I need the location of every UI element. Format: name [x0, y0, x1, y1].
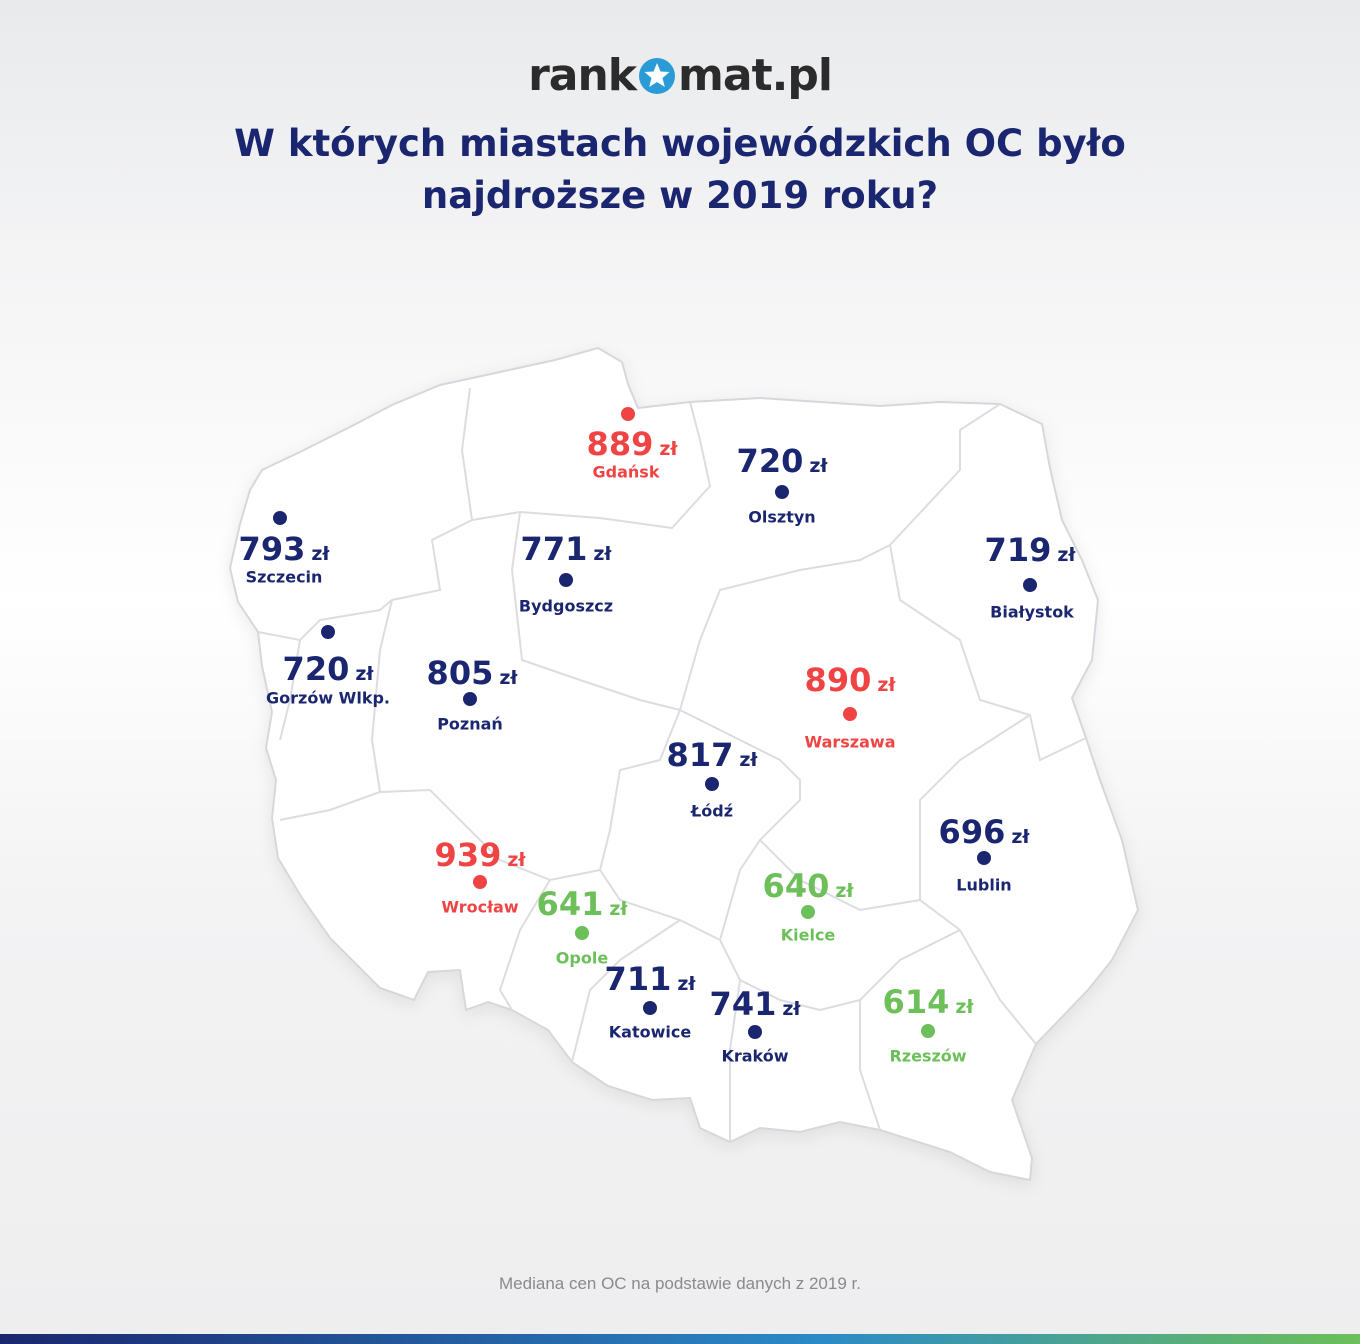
page-title: W których miastach wojewódzkich OC było …	[234, 122, 1126, 217]
price-value: 889	[586, 425, 654, 463]
price-unit: zł	[499, 667, 518, 689]
price-unit: zł	[877, 674, 896, 696]
price-value: 805	[426, 654, 494, 692]
price-unit: zł	[1057, 544, 1076, 566]
city-dot	[977, 851, 991, 865]
price-value: 719	[984, 531, 1052, 569]
city-dot	[705, 777, 719, 791]
price-unit: zł	[739, 749, 758, 771]
city-name: Łódź	[690, 801, 734, 821]
price-unit: zł	[782, 998, 801, 1020]
city-name: Rzeszów	[889, 1046, 967, 1066]
city-name: Gdańsk	[592, 462, 660, 482]
city-dot	[801, 905, 815, 919]
city-name: Białystok	[990, 602, 1074, 622]
city-name: Warszawa	[804, 732, 896, 752]
city-dot	[473, 875, 487, 889]
province-borders	[257, 387, 1087, 1142]
price-unit: zł	[609, 898, 628, 920]
city-name: Olsztyn	[748, 507, 816, 527]
bottom-accent-bar	[0, 1334, 1360, 1344]
city-price: 817 zł	[667, 736, 758, 774]
city-price: 720 zł	[737, 442, 828, 480]
city-dot	[463, 692, 477, 706]
price-value: 890	[804, 661, 872, 699]
price-value: 817	[666, 736, 734, 774]
city-dot	[843, 707, 857, 721]
price-value: 614	[882, 983, 950, 1021]
city-dot	[559, 573, 573, 587]
price-unit: zł	[355, 663, 374, 685]
city-price: 741 zł	[710, 985, 801, 1023]
price-unit: zł	[677, 973, 696, 995]
city-name: Szczecin	[245, 567, 323, 587]
logo-text-left: rank	[528, 50, 637, 101]
price-unit: zł	[659, 438, 678, 460]
city-price: 939 zł	[435, 836, 526, 874]
price-value: 771	[520, 530, 588, 568]
city-price: 696 zł	[939, 813, 1030, 851]
city-price: 719 zł	[985, 531, 1076, 569]
city-price: 793 zł	[239, 530, 330, 568]
footnote: Mediana cen OC na podstawie danych z 201…	[499, 1274, 861, 1293]
price-value: 720	[736, 442, 804, 480]
city-dot	[273, 511, 287, 525]
price-value: 939	[434, 836, 502, 874]
city-dot	[643, 1001, 657, 1015]
city-price: 711 zł	[605, 960, 696, 998]
price-value: 641	[536, 885, 604, 923]
price-value: 640	[762, 867, 830, 905]
city-dot	[575, 926, 589, 940]
price-unit: zł	[1011, 826, 1030, 848]
city-name: Wrocław	[441, 897, 519, 917]
city-dot	[621, 407, 635, 421]
city-dot	[775, 485, 789, 499]
logo-text-right: mat.pl	[678, 50, 833, 101]
city-dot	[321, 625, 335, 639]
city-price: 890 zł	[805, 661, 896, 699]
price-unit: zł	[835, 880, 854, 902]
price-unit: zł	[955, 996, 974, 1018]
price-unit: zł	[809, 455, 828, 477]
city-name: Katowice	[608, 1022, 692, 1042]
price-value: 696	[938, 813, 1006, 851]
price-value: 720	[282, 650, 350, 688]
city-name: Opole	[555, 948, 609, 968]
price-value: 793	[238, 530, 306, 568]
city-price: 720 zł	[283, 650, 374, 688]
city-dot	[748, 1025, 762, 1039]
city-price: 889 zł	[587, 425, 678, 463]
price-value: 711	[604, 960, 672, 998]
star-icon	[637, 56, 677, 107]
city-price: 641 zł	[537, 885, 628, 923]
price-unit: zł	[593, 543, 612, 565]
city-dot	[921, 1024, 935, 1038]
city-name: Lublin	[956, 875, 1012, 895]
brand-logo: rank mat.pl	[0, 50, 1360, 107]
city-price: 805 zł	[427, 654, 518, 692]
city-price: 640 zł	[763, 867, 854, 905]
city-dot	[1023, 578, 1037, 592]
city-name: Bydgoszcz	[518, 596, 614, 616]
city-name: Kraków	[721, 1046, 789, 1066]
city-name: Poznań	[437, 714, 503, 734]
city-name: Gorzów Wlkp.	[266, 688, 390, 708]
price-unit: zł	[311, 543, 330, 565]
city-price: 614 zł	[883, 983, 974, 1021]
city-name: Kielce	[780, 925, 836, 945]
price-unit: zł	[507, 849, 526, 871]
price-value: 741	[709, 985, 777, 1023]
city-price: 771 zł	[521, 530, 612, 568]
